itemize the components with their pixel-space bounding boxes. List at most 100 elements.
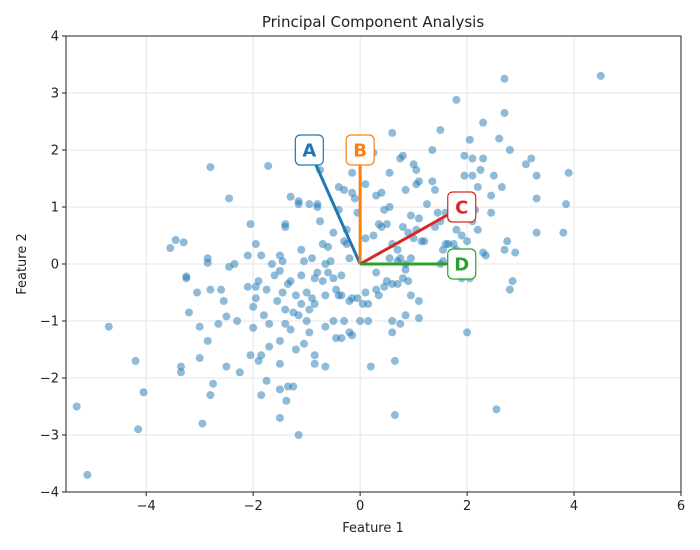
data-point (230, 260, 239, 268)
x-tick-label: −2 (244, 499, 263, 514)
data-point (185, 308, 193, 317)
y-tick-label: −3 (40, 429, 59, 444)
data-point (452, 225, 461, 234)
data-point (385, 254, 394, 263)
data-point (398, 151, 407, 160)
data-points (72, 71, 605, 479)
y-tick-label: −2 (40, 372, 59, 387)
data-point (460, 171, 469, 180)
data-point (436, 126, 445, 135)
data-point (337, 271, 346, 280)
data-point (348, 331, 357, 340)
data-point (259, 311, 268, 320)
data-point (83, 470, 92, 479)
data-point (374, 291, 383, 300)
data-point (225, 194, 234, 203)
data-point (275, 266, 284, 275)
data-point (345, 254, 354, 263)
data-point (500, 74, 509, 83)
data-point (313, 200, 322, 209)
data-point (302, 317, 311, 325)
data-point (511, 248, 520, 257)
y-tick-label: 0 (51, 258, 59, 273)
data-point (457, 231, 466, 240)
y-tick-label: 3 (51, 87, 59, 102)
data-point (222, 362, 231, 371)
data-point (72, 402, 81, 411)
data-point (393, 245, 402, 254)
vector-a-badge: A (294, 134, 324, 166)
x-tick-label: 2 (463, 499, 471, 514)
data-point (361, 234, 370, 243)
data-point (278, 257, 287, 266)
data-point (195, 322, 204, 331)
data-point (487, 191, 496, 200)
data-point (329, 228, 338, 237)
data-point (203, 254, 212, 263)
data-point (299, 257, 308, 266)
data-point (302, 288, 311, 297)
data-point (505, 285, 514, 294)
data-point (294, 311, 303, 320)
data-point (532, 228, 541, 237)
vector-b-label: B (353, 141, 367, 162)
x-tick-label: −4 (137, 499, 156, 514)
data-point (281, 305, 290, 314)
data-point (406, 291, 415, 300)
data-point (264, 161, 273, 170)
data-point (286, 277, 295, 286)
data-point (406, 254, 415, 263)
data-point (297, 271, 306, 280)
data-point (532, 171, 541, 180)
data-point (270, 271, 279, 280)
data-point (254, 277, 263, 286)
data-point (305, 200, 314, 209)
data-point (414, 214, 423, 223)
data-point (414, 177, 423, 186)
data-point (206, 285, 215, 294)
data-point (329, 317, 338, 325)
data-point (388, 317, 397, 325)
data-point (366, 362, 375, 371)
axis-ticks: −4 −2 0 2 4 6 −4 −3 −2 −1 0 1 2 3 4 (40, 30, 685, 515)
data-point (179, 238, 188, 247)
data-point (414, 314, 423, 323)
chart-title: Principal Component Analysis (262, 13, 485, 31)
data-point (503, 237, 512, 246)
data-point (559, 228, 568, 237)
data-point (291, 291, 300, 300)
data-point (195, 354, 204, 363)
data-point (329, 274, 338, 283)
data-point (294, 197, 303, 206)
data-point (289, 382, 298, 391)
data-point (500, 245, 509, 254)
data-point (299, 339, 308, 348)
data-point (305, 328, 314, 337)
y-tick-label: 2 (51, 144, 59, 159)
data-point (243, 251, 252, 260)
vector-d-badge: D (447, 248, 477, 280)
component-vectors: A B C D (294, 134, 477, 280)
data-point (521, 160, 530, 169)
vector-b-badge-box (345, 134, 375, 166)
data-point (249, 302, 258, 311)
data-point (326, 257, 335, 266)
data-point (273, 297, 282, 306)
data-point (361, 288, 370, 297)
data-point (465, 135, 474, 144)
data-point (275, 385, 284, 394)
vector-a-badge-box (294, 134, 324, 166)
data-point (294, 431, 303, 439)
x-tick-label: 6 (677, 499, 685, 514)
data-point (412, 165, 421, 174)
data-point (233, 317, 242, 325)
data-point (251, 294, 260, 303)
data-point (275, 336, 284, 345)
data-point (388, 328, 397, 337)
vector-c (359, 205, 463, 266)
data-point (487, 208, 496, 217)
x-tick-label: 4 (570, 499, 578, 514)
data-point (193, 288, 202, 297)
data-point (398, 222, 407, 231)
vector-c-label: C (455, 198, 468, 219)
